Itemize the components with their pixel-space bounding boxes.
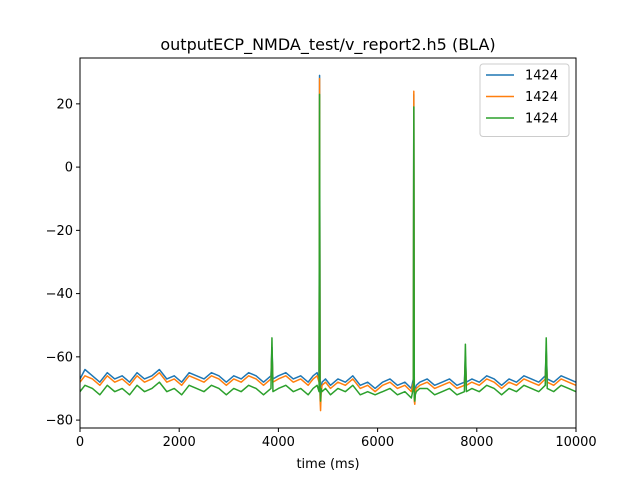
x-tick-label: 0 bbox=[76, 435, 84, 450]
y-axis: −80 −60 −40 −20 0 20 bbox=[46, 97, 80, 429]
y-tick-label: −20 bbox=[46, 224, 73, 239]
x-tick-label: 4000 bbox=[262, 435, 295, 450]
plot-area bbox=[80, 74, 576, 412]
y-tick-label: 20 bbox=[56, 97, 73, 112]
x-tick-label: 10000 bbox=[555, 435, 596, 450]
series-line-3 bbox=[80, 93, 576, 402]
series-line-1 bbox=[80, 74, 576, 406]
legend-label: 1424 bbox=[525, 90, 558, 105]
x-tick-label: 6000 bbox=[361, 435, 394, 450]
y-tick-label: −60 bbox=[46, 350, 73, 365]
x-tick-label: 8000 bbox=[460, 435, 493, 450]
y-tick-label: −40 bbox=[46, 287, 73, 302]
legend-label: 1424 bbox=[525, 69, 558, 84]
x-axis-label: time (ms) bbox=[296, 457, 359, 472]
axes-frame bbox=[79, 57, 577, 429]
chart-title: outputECP_NMDA_test/v_report2.h5 (BLA) bbox=[160, 35, 495, 55]
x-tick-label: 2000 bbox=[163, 435, 196, 450]
series-line-2 bbox=[80, 77, 576, 412]
y-tick-label: −80 bbox=[46, 414, 73, 429]
y-tick-label: 0 bbox=[65, 161, 73, 176]
legend-label: 1424 bbox=[525, 112, 558, 127]
legend: 1424 1424 1424 bbox=[479, 63, 570, 137]
x-axis: 0 2000 4000 6000 8000 10000 bbox=[76, 428, 597, 450]
